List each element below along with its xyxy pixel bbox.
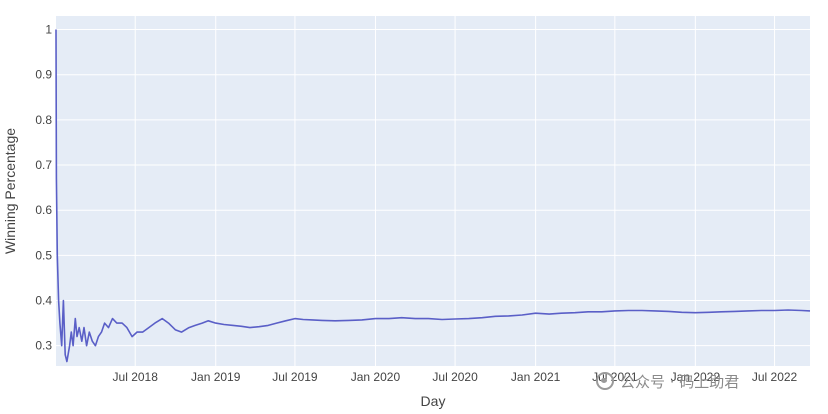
- watermark: 公众号 · 码上助君: [596, 370, 739, 392]
- x-tick-label: Jul 2018: [113, 370, 159, 384]
- wechat-icon: [596, 372, 614, 390]
- x-tick-label: Jul 2020: [432, 370, 478, 384]
- x-tick-label: Jan 2021: [511, 370, 561, 384]
- series-layer: [55, 29, 811, 363]
- y-axis-title: Winning Percentage: [2, 128, 18, 254]
- x-tick-labels: Jul 2018 Jan 2019 Jul 2019 Jan 2020 Jul 2020…: [113, 370, 798, 384]
- x-tick-label: Jan 2020: [351, 370, 401, 384]
- y-tick-label: 0.6: [35, 203, 52, 217]
- y-tick-label: 0.9: [35, 68, 52, 82]
- plot-background: [56, 16, 810, 366]
- y-tick-label: 0.8: [35, 113, 52, 127]
- x-tick-label: Jan 2019: [191, 370, 241, 384]
- y-tick-label: 1: [45, 23, 52, 37]
- x-axis-title: Day: [421, 393, 446, 409]
- y-tick-label: 0.7: [35, 158, 52, 172]
- x-tick-label: Jul 2019: [272, 370, 318, 384]
- x-tick-label: Jul 2022: [752, 370, 798, 384]
- x-gridlines: [134, 16, 776, 366]
- y-tick-label: 0.5: [35, 248, 52, 262]
- series-line: [55, 29, 811, 363]
- y-gridlines: [56, 29, 810, 347]
- y-tick-label: 0.4: [35, 294, 52, 308]
- y-tick-label: 0.3: [35, 339, 52, 353]
- watermark-text: 公众号 · 码上助君: [620, 372, 740, 391]
- y-tick-labels: 0.3 0.4 0.5 0.6 0.7 0.8 0.9 1: [35, 23, 52, 353]
- x-tick-label: Jan 2022: [671, 370, 721, 384]
